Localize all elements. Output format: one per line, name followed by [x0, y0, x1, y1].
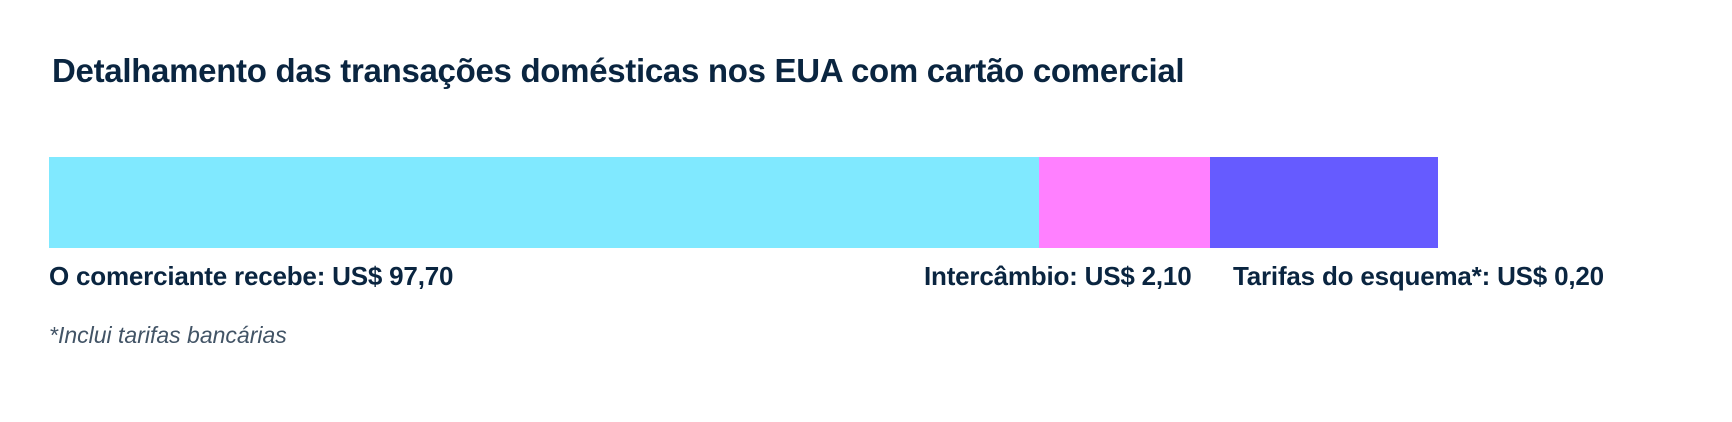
- bar-segment-merchant: [49, 157, 1039, 248]
- label-interchange: Intercâmbio: US$ 2,10: [924, 261, 1192, 291]
- bar-segment-interchange: [1039, 157, 1210, 248]
- label-merchant: O comerciante recebe: US$ 97,70: [49, 261, 454, 291]
- chart-title: Detalhamento das transações domésticas n…: [52, 52, 1185, 89]
- stacked-bar: [49, 157, 1438, 248]
- footnote: *Inclui tarifas bancárias: [49, 322, 287, 348]
- label-scheme-fees: Tarifas do esquema*: US$ 0,20: [1233, 261, 1604, 291]
- bar-segment-scheme-fees: [1210, 157, 1438, 248]
